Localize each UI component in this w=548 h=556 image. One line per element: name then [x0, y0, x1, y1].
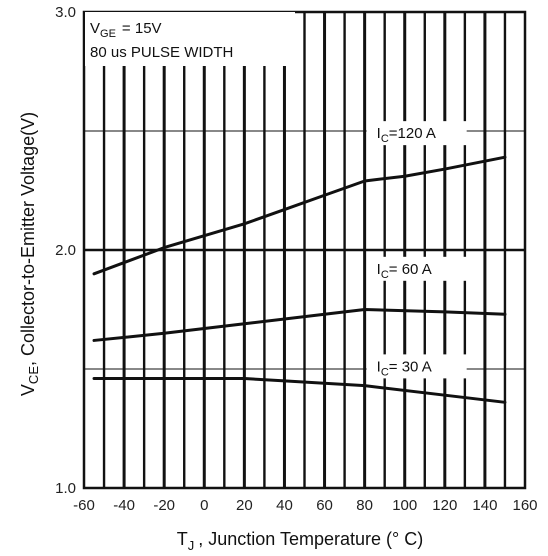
y-tick-labels: 1.0 2.0 3.0 — [55, 4, 76, 497]
series-label-2: IC= 30 A — [377, 358, 432, 378]
x-tick-label: 60 — [316, 497, 333, 514]
x-tick-label: 160 — [512, 497, 537, 514]
y-tick-label: 3.0 — [55, 4, 76, 21]
x-tick-label: 40 — [276, 497, 293, 514]
series-line-0 — [92, 155, 507, 276]
series-line-1 — [92, 308, 507, 342]
series-label-bg — [366, 256, 467, 281]
x-tick-label: 0 — [200, 497, 208, 514]
y-axis-label: VCE, Collector-to-Emitter Voltage(V) — [18, 112, 41, 396]
plot-frame — [82, 10, 527, 490]
x-tick-label: 100 — [392, 497, 417, 514]
x-tick-label: 120 — [432, 497, 457, 514]
x-tick-label: 140 — [472, 497, 497, 514]
series-label-1: IC= 60 A — [377, 261, 432, 281]
series-lines — [92, 155, 507, 404]
series-line-2 — [92, 377, 507, 404]
series-label-bg — [366, 354, 467, 379]
y-tick-label: 2.0 — [55, 242, 76, 259]
x-tick-label: -40 — [113, 497, 135, 514]
series-label-bg — [366, 121, 467, 146]
x-tick-label: 80 — [356, 497, 373, 514]
pulse-width-annotation: 80 us PULSE WIDTH — [90, 44, 233, 61]
y-tick-label: 1.0 — [55, 480, 76, 497]
series-labels: IC=120 A IC= 60 A IC= 30 A — [366, 121, 467, 379]
conditions-box — [85, 12, 295, 66]
series-label-0: IC=120 A — [377, 125, 436, 145]
x-axis-label: TJ, Junction Temperature (° C) — [177, 529, 423, 553]
vge-annotation: VGE = 15V — [90, 20, 162, 40]
x-tick-label: 20 — [236, 497, 253, 514]
x-tick-label: -20 — [153, 497, 175, 514]
x-tick-labels: -60 -40 -20 0 20 40 60 80 100 120 140 160 — [73, 497, 537, 514]
x-tick-label: -60 — [73, 497, 95, 514]
